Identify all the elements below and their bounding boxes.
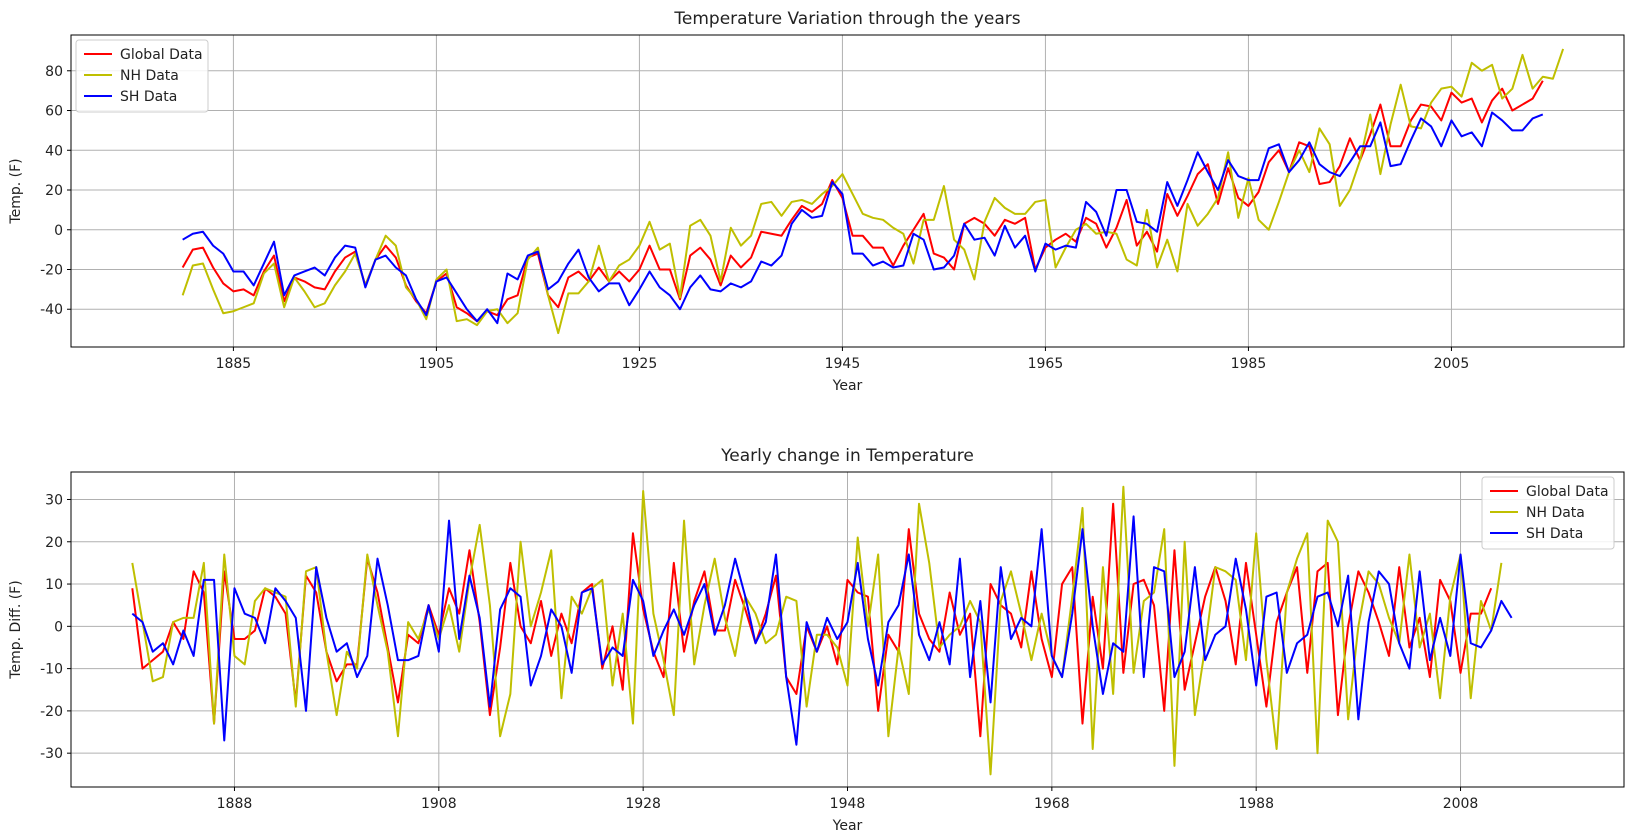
x-tick-label: 1925 <box>622 356 658 372</box>
chart-title: Temperature Variation through the years <box>673 9 1020 29</box>
plot-frame <box>70 34 1625 348</box>
x-tick-label: 2005 <box>1434 356 1470 372</box>
y-axis-label: Temp. (F) <box>8 158 24 224</box>
x-tick-label: 1985 <box>1231 356 1267 372</box>
x-tick-label: 1888 <box>217 796 253 812</box>
y-tick-label: -40 <box>40 302 63 318</box>
x-axis-label: Year <box>832 818 863 834</box>
x-tick-label: 1948 <box>830 796 866 812</box>
y-tick-label: -30 <box>40 746 63 762</box>
legend-entry-label: SH Data <box>1526 526 1583 542</box>
chart-title: Yearly change in Temperature <box>720 446 974 466</box>
y-tick-label: 30 <box>45 492 63 508</box>
x-tick-label: 1968 <box>1034 796 1070 812</box>
x-tick-label: 1965 <box>1028 356 1064 372</box>
y-tick-label: 20 <box>45 535 63 551</box>
chart-1: 1885 1905 1925 1945 1965 1985 2005 -40 -20 0 20 40 6… <box>8 9 1625 394</box>
x-axis-label: Year <box>832 378 863 394</box>
x-tick-label: 1988 <box>1238 796 1274 812</box>
x-tick-label: 2008 <box>1443 796 1479 812</box>
y-axis-label: Temp. Diff. (F) <box>8 580 24 679</box>
series-line-1 <box>131 502 1493 738</box>
series-line-2 <box>131 485 1503 776</box>
legend: Global Data NH Data SH Data <box>1481 476 1615 550</box>
y-tick-label: 0 <box>54 619 63 635</box>
y-tick-label: -20 <box>40 262 63 278</box>
legend-entry-label: SH Data <box>120 89 177 105</box>
y-tick-label: 10 <box>45 577 63 593</box>
legend-entry-label: Global Data <box>120 47 203 63</box>
legend-box <box>75 39 209 113</box>
legend-box <box>1481 476 1615 550</box>
y-tick-label: 0 <box>54 223 63 239</box>
x-tick-label: 1908 <box>421 796 457 812</box>
y-tick-label: 40 <box>45 143 63 159</box>
x-tick-label: 1885 <box>216 356 252 372</box>
series-line-3 <box>182 111 1544 325</box>
y-tick-label: 20 <box>45 183 63 199</box>
y-tick-label: 60 <box>45 104 63 120</box>
series-line-3 <box>131 515 1513 746</box>
legend-entry-label: NH Data <box>120 68 179 84</box>
y-tick-label: 80 <box>45 64 63 80</box>
series-line-2 <box>181 48 1565 335</box>
x-tick-label: 1928 <box>625 796 661 812</box>
legend-entry-label: Global Data <box>1526 484 1609 500</box>
x-tick-label: 1945 <box>825 356 861 372</box>
y-tick-label: -10 <box>40 662 63 678</box>
x-tick-label: 1905 <box>419 356 455 372</box>
y-tick-label: -20 <box>40 704 63 720</box>
legend-entry-label: NH Data <box>1526 505 1585 521</box>
chart-2: 1888 1908 1928 1948 1968 1988 2008 -30 -20 -10 0 10… <box>8 446 1625 834</box>
legend: Global Data NH Data SH Data <box>75 39 209 113</box>
